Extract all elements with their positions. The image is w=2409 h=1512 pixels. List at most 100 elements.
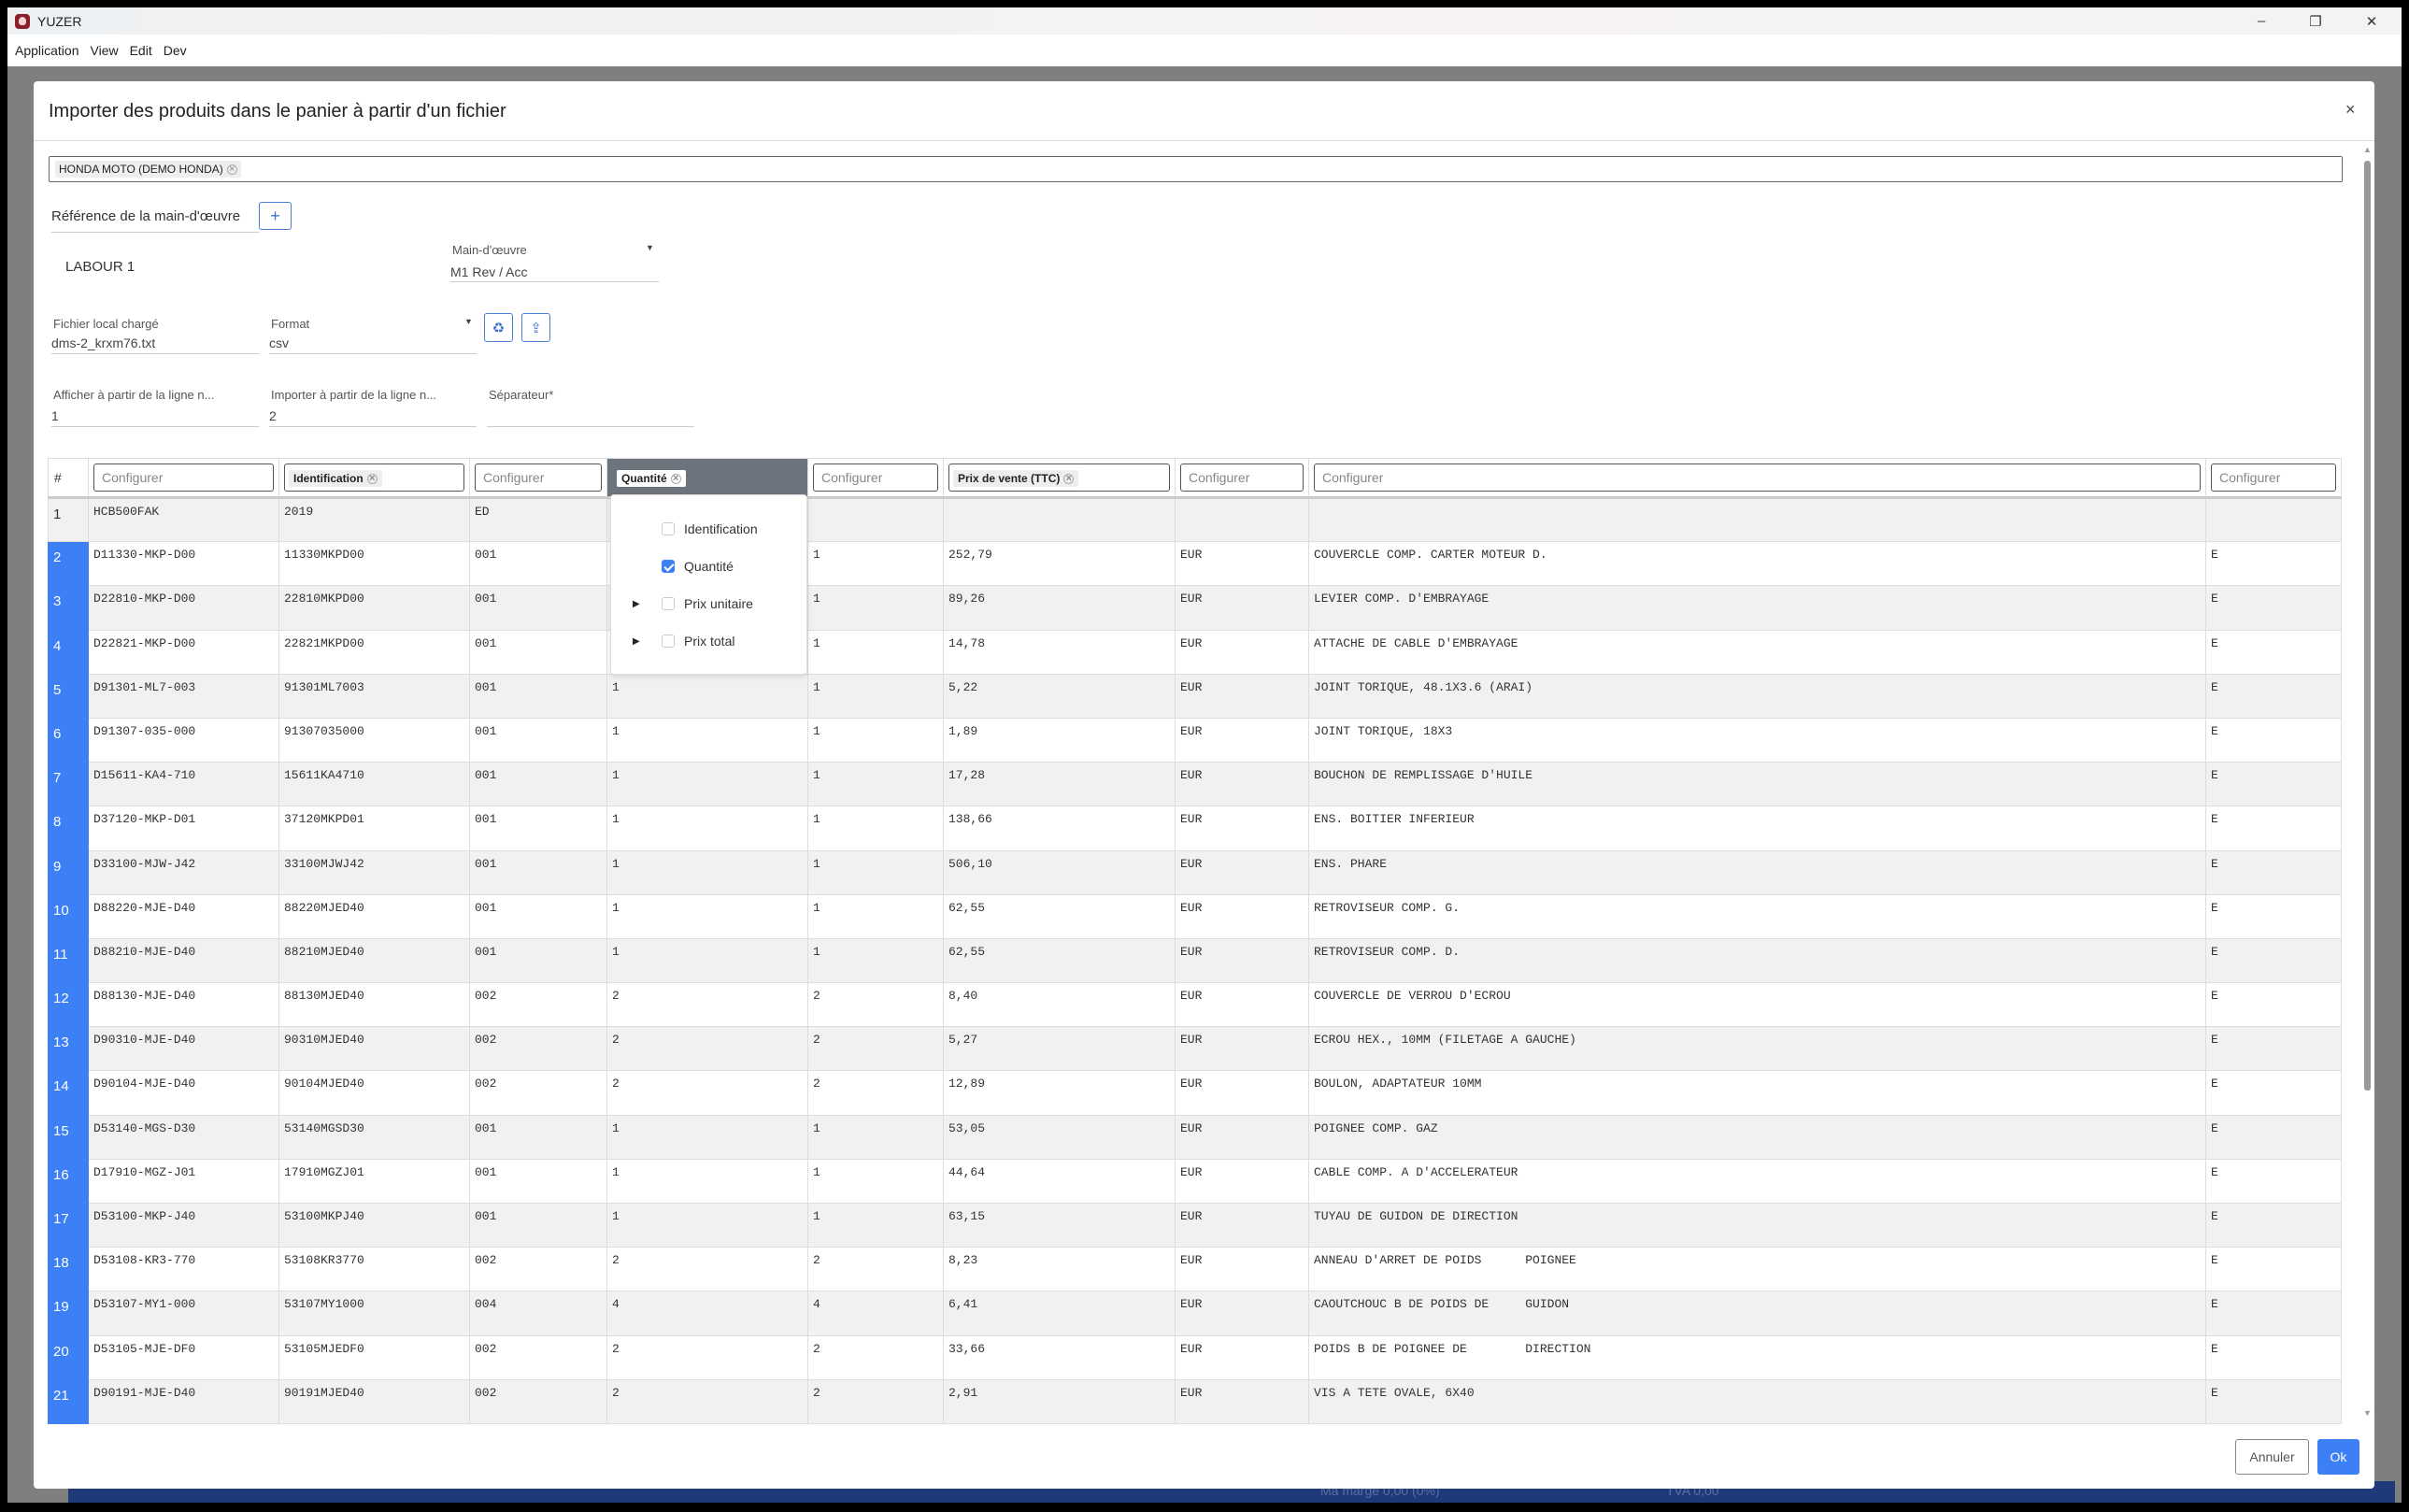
ok-button[interactable]: Ok (2317, 1439, 2359, 1475)
window-close-button[interactable]: ✕ (2365, 13, 2378, 30)
table-row[interactable]: 4D22821-MKP-D0022821MKPD000011114,78EURA… (48, 629, 2342, 675)
dropdown-item[interactable]: ▶ Prix total (611, 630, 808, 652)
menu-edit[interactable]: Edit (129, 43, 152, 58)
scrollbar-thumb[interactable] (2364, 161, 2371, 1091)
expand-arrow-icon[interactable]: ▶ (633, 598, 640, 609)
company-chip-label: HONDA MOTO (DEMO HONDA) (59, 163, 223, 176)
scroll-up-icon[interactable]: ▲ (2363, 145, 2372, 154)
restore-button[interactable]: ❐ (2309, 13, 2322, 30)
dropdown-item[interactable]: ▶ Prix unitaire (611, 592, 808, 615)
row-number[interactable]: 19 (48, 1291, 89, 1336)
table-row[interactable]: 17 D53100-MKP-J40 53100MKPJ40 001 1 1 63,15 EUR… (48, 1202, 2342, 1248)
remove-tag-icon[interactable]: × (366, 473, 378, 484)
remove-tag-icon[interactable]: × (1063, 473, 1075, 484)
dropdown-item[interactable]: Quantité (611, 555, 808, 578)
column-config-input[interactable]: Configurer (1314, 464, 2201, 492)
table-cell: 002 (469, 1070, 607, 1116)
dropdown-item[interactable]: Identification (611, 518, 808, 540)
format-select[interactable]: csv (269, 335, 289, 350)
table-row[interactable]: 7 D15611-KA4-710 15611KA4710 001 1 1 17,28 EUR B… (48, 762, 2342, 807)
row-number[interactable]: 14 (48, 1070, 89, 1116)
checkbox[interactable] (662, 560, 675, 573)
row-number[interactable]: 20 (48, 1334, 89, 1380)
table-cell: 2 (606, 1334, 808, 1380)
minimize-button[interactable]: – (2257, 13, 2266, 29)
table-cell: E (2205, 806, 2342, 851)
row-number[interactable]: 3 (48, 585, 89, 631)
table-cell: E (2205, 1247, 2342, 1292)
table-row[interactable]: 8 D37120-MKP-D01 37120MKPD01 001 1 1 138,66 EUR… (48, 806, 2342, 851)
row-number[interactable]: 21 (48, 1378, 89, 1424)
checkbox[interactable] (662, 522, 675, 535)
remove-chip-icon[interactable]: × (226, 164, 237, 175)
column-config-input[interactable]: Configurer (475, 464, 602, 492)
table-row[interactable]: 2D11330-MKP-D0011330MKPD0000111252,79EUR… (48, 541, 2342, 587)
table-cell: 53,05 (943, 1114, 1176, 1160)
table-row[interactable]: 14 D90104-MJE-D40 90104MJED40 002 2 2 12,89 EUR… (48, 1070, 2342, 1116)
table-row[interactable]: 21 D90191-MJE-D40 90191MJED40 002 2 2 2,91 EUR V… (48, 1378, 2342, 1424)
table-row[interactable]: 9 D33100-MJW-J42 33100MJWJ42 001 1 1 506,10 EUR… (48, 849, 2342, 895)
add-labour-button[interactable]: + (259, 202, 292, 230)
row-number[interactable]: 6 (48, 717, 89, 763)
labour-select-value[interactable]: M1 Rev / Acc (450, 264, 528, 279)
menu-application[interactable]: Application (15, 43, 79, 58)
table-cell: D90104-MJE-D40 (88, 1070, 279, 1116)
table-cell: D11330-MKP-D00 (88, 541, 279, 587)
scroll-down-icon[interactable]: ▼ (2363, 1408, 2372, 1418)
company-select[interactable]: HONDA MOTO (DEMO HONDA) × (49, 156, 2343, 182)
row-number[interactable]: 5 (48, 673, 89, 719)
table-row[interactable]: 15 D53140-MGS-D30 53140MGSD30 001 1 1 53,05 EUR… (48, 1114, 2342, 1160)
cancel-button[interactable]: Annuler (2235, 1439, 2309, 1475)
row-number[interactable]: 11 (48, 937, 89, 984)
remove-tag-icon[interactable]: × (670, 473, 681, 484)
dialog-close-icon[interactable]: × (2345, 100, 2356, 119)
row-number[interactable]: 8 (48, 806, 89, 851)
row-number[interactable]: 4 (48, 629, 89, 675)
row-number[interactable]: 18 (48, 1247, 89, 1292)
column-config-input[interactable]: Prix de vente (TTC) × (948, 464, 1170, 492)
table-row[interactable]: 12 D88130-MJE-D40 88130MJED40 002 2 2 8,40 EUR C… (48, 982, 2342, 1028)
table-row[interactable]: 18 D53108-KR3-770 53108KR3770 002 2 2 8,23 EUR A… (48, 1247, 2342, 1292)
table-row[interactable]: 3D22810-MKP-D0022810MKPD000011189,26EURL… (48, 585, 2342, 631)
dialog-scrollbar[interactable]: ▲ ▼ (2362, 145, 2373, 1425)
table-row[interactable]: 6 D91307-035-000 91307035000 001 1 1 1,89 EUR JO… (48, 717, 2342, 763)
table-row[interactable]: 11 D88210-MJE-D40 88210MJED40 001 1 1 62,55 EUR… (48, 937, 2342, 984)
checkbox[interactable] (662, 597, 675, 610)
chevron-down-icon[interactable]: ▼ (464, 317, 473, 326)
column-config-input[interactable]: Quantité × (612, 464, 803, 492)
import-from-input[interactable]: 2 (269, 408, 277, 423)
column-config-input[interactable]: Configurer (813, 464, 938, 492)
table-row[interactable]: 5 D91301-ML7-003 91301ML7003 001 1 1 5,22 EUR JO… (48, 673, 2342, 719)
row-number[interactable]: 2 (48, 541, 89, 587)
table-cell: 004 (469, 1291, 607, 1336)
row-number[interactable]: 10 (48, 893, 89, 939)
column-config-input[interactable]: Configurer (93, 464, 274, 492)
checkbox[interactable] (662, 635, 675, 648)
row-number[interactable]: 1 (48, 496, 89, 543)
row-number[interactable]: 17 (48, 1202, 89, 1248)
table-row[interactable]: 10 D88220-MJE-D40 88220MJED40 001 1 1 62,55 EUR… (48, 893, 2342, 939)
table-row[interactable]: 20 D53105-MJE-DF0 53105MJEDF0 002 2 2 33,66 EUR… (48, 1334, 2342, 1380)
row-number[interactable]: 13 (48, 1026, 89, 1072)
table-row[interactable]: 1 HCB500FAK 2019 ED (48, 496, 2342, 543)
row-number[interactable]: 16 (48, 1158, 89, 1205)
row-number[interactable]: 7 (48, 762, 89, 807)
reload-file-button[interactable]: ♻ (484, 313, 513, 342)
table-cell: 62,55 (943, 893, 1176, 939)
menu-dev[interactable]: Dev (163, 43, 187, 58)
expand-arrow-icon[interactable]: ▶ (633, 635, 640, 647)
table-row[interactable]: 13 D90310-MJE-D40 90310MJED40 002 2 2 5,27 EUR E… (48, 1026, 2342, 1072)
chevron-down-icon[interactable]: ▼ (646, 243, 654, 252)
table-row[interactable]: 19 D53107-MY1-000 53107MY1000 004 4 4 6,41 EUR C… (48, 1291, 2342, 1336)
upload-file-button[interactable]: ⇪ (521, 313, 550, 342)
column-config-input[interactable]: Configurer (1180, 464, 1304, 492)
table-row[interactable]: 16 D17910-MGZ-J01 17910MGZJ01 001 1 1 44,64 EUR… (48, 1158, 2342, 1205)
row-number[interactable]: 12 (48, 982, 89, 1028)
row-number[interactable]: 15 (48, 1114, 89, 1160)
column-config-input[interactable]: Identification × (284, 464, 464, 492)
menu-view[interactable]: View (90, 43, 119, 58)
column-config-input[interactable]: Configurer (2211, 464, 2336, 492)
table-cell (2205, 496, 2342, 543)
display-from-input[interactable]: 1 (51, 408, 59, 423)
row-number[interactable]: 9 (48, 849, 89, 895)
